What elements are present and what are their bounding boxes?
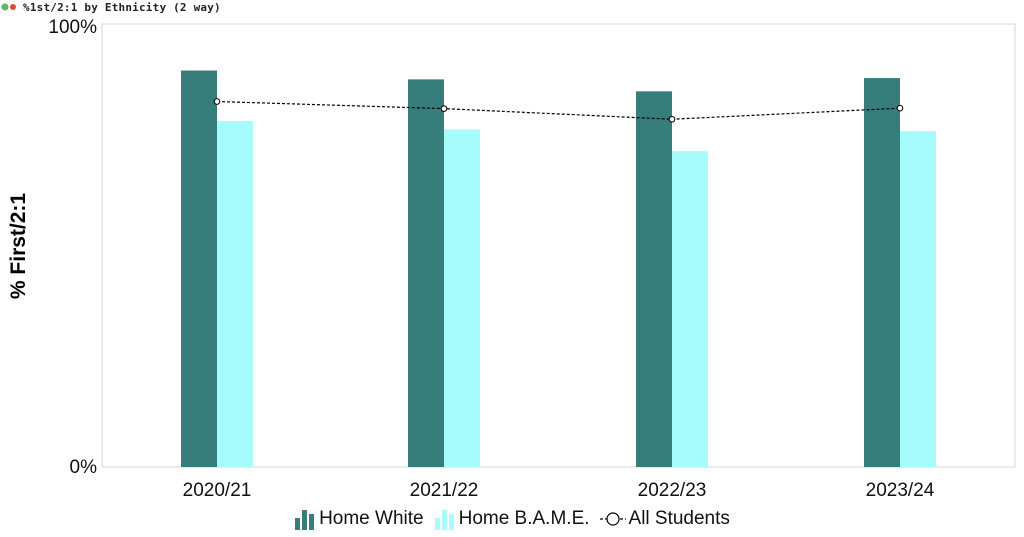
- bar-chart-icon: [434, 510, 454, 530]
- chart-title: %1st/2:1 by Ethnicity (2 way): [23, 0, 221, 14]
- line-marker-icon: [599, 512, 626, 526]
- bar-chart-icon: [295, 510, 315, 530]
- point-all-students: [440, 105, 448, 112]
- bar-home-white: [636, 91, 672, 467]
- x-tick-label: 2023/24: [866, 480, 935, 501]
- point-all-students: [668, 115, 676, 123]
- legend-label: All Students: [628, 508, 730, 529]
- bar-home-white: [864, 78, 900, 468]
- bar-home-bame: [444, 129, 480, 467]
- y-axis-label: % First/2:1: [7, 193, 30, 300]
- point-all-students: [213, 98, 221, 105]
- y-tick-label: 0%: [70, 457, 98, 478]
- legend-item-home-white[interactable]: Home White: [294, 508, 424, 530]
- legend-item-all-students[interactable]: All Students: [599, 508, 730, 530]
- x-tick-label: 2022/23: [638, 480, 707, 501]
- point-all-students: [896, 104, 904, 112]
- bar-home-bame: [672, 151, 708, 468]
- bar-home-bame: [900, 131, 936, 467]
- y-tick-label: 100%: [48, 17, 97, 38]
- chart-title-bar: %1st/2:1 by Ethnicity (2 way): [0, 0, 400, 14]
- series-line-all-students: [216, 100, 901, 120]
- status-dots-icon: [1, 2, 17, 12]
- chart-legend: Home White Home B.A.M.E. All Students: [0, 504, 1024, 534]
- legend-label: Home B.A.M.E.: [458, 508, 590, 529]
- bar-home-white: [408, 79, 444, 467]
- plot-frame: [101, 23, 1016, 468]
- legend-item-home-bame[interactable]: Home B.A.M.E.: [434, 508, 590, 530]
- bar-home-white: [181, 70, 217, 467]
- chart-canvas: 2020/21 2021/22 2022/23 2023/24 100% 0% % Firs…: [7, 17, 1016, 501]
- x-tick-label: 2020/21: [183, 480, 252, 501]
- legend-label: Home White: [319, 508, 424, 529]
- bar-home-bame: [217, 121, 253, 467]
- x-tick-label: 2021/22: [410, 480, 479, 501]
